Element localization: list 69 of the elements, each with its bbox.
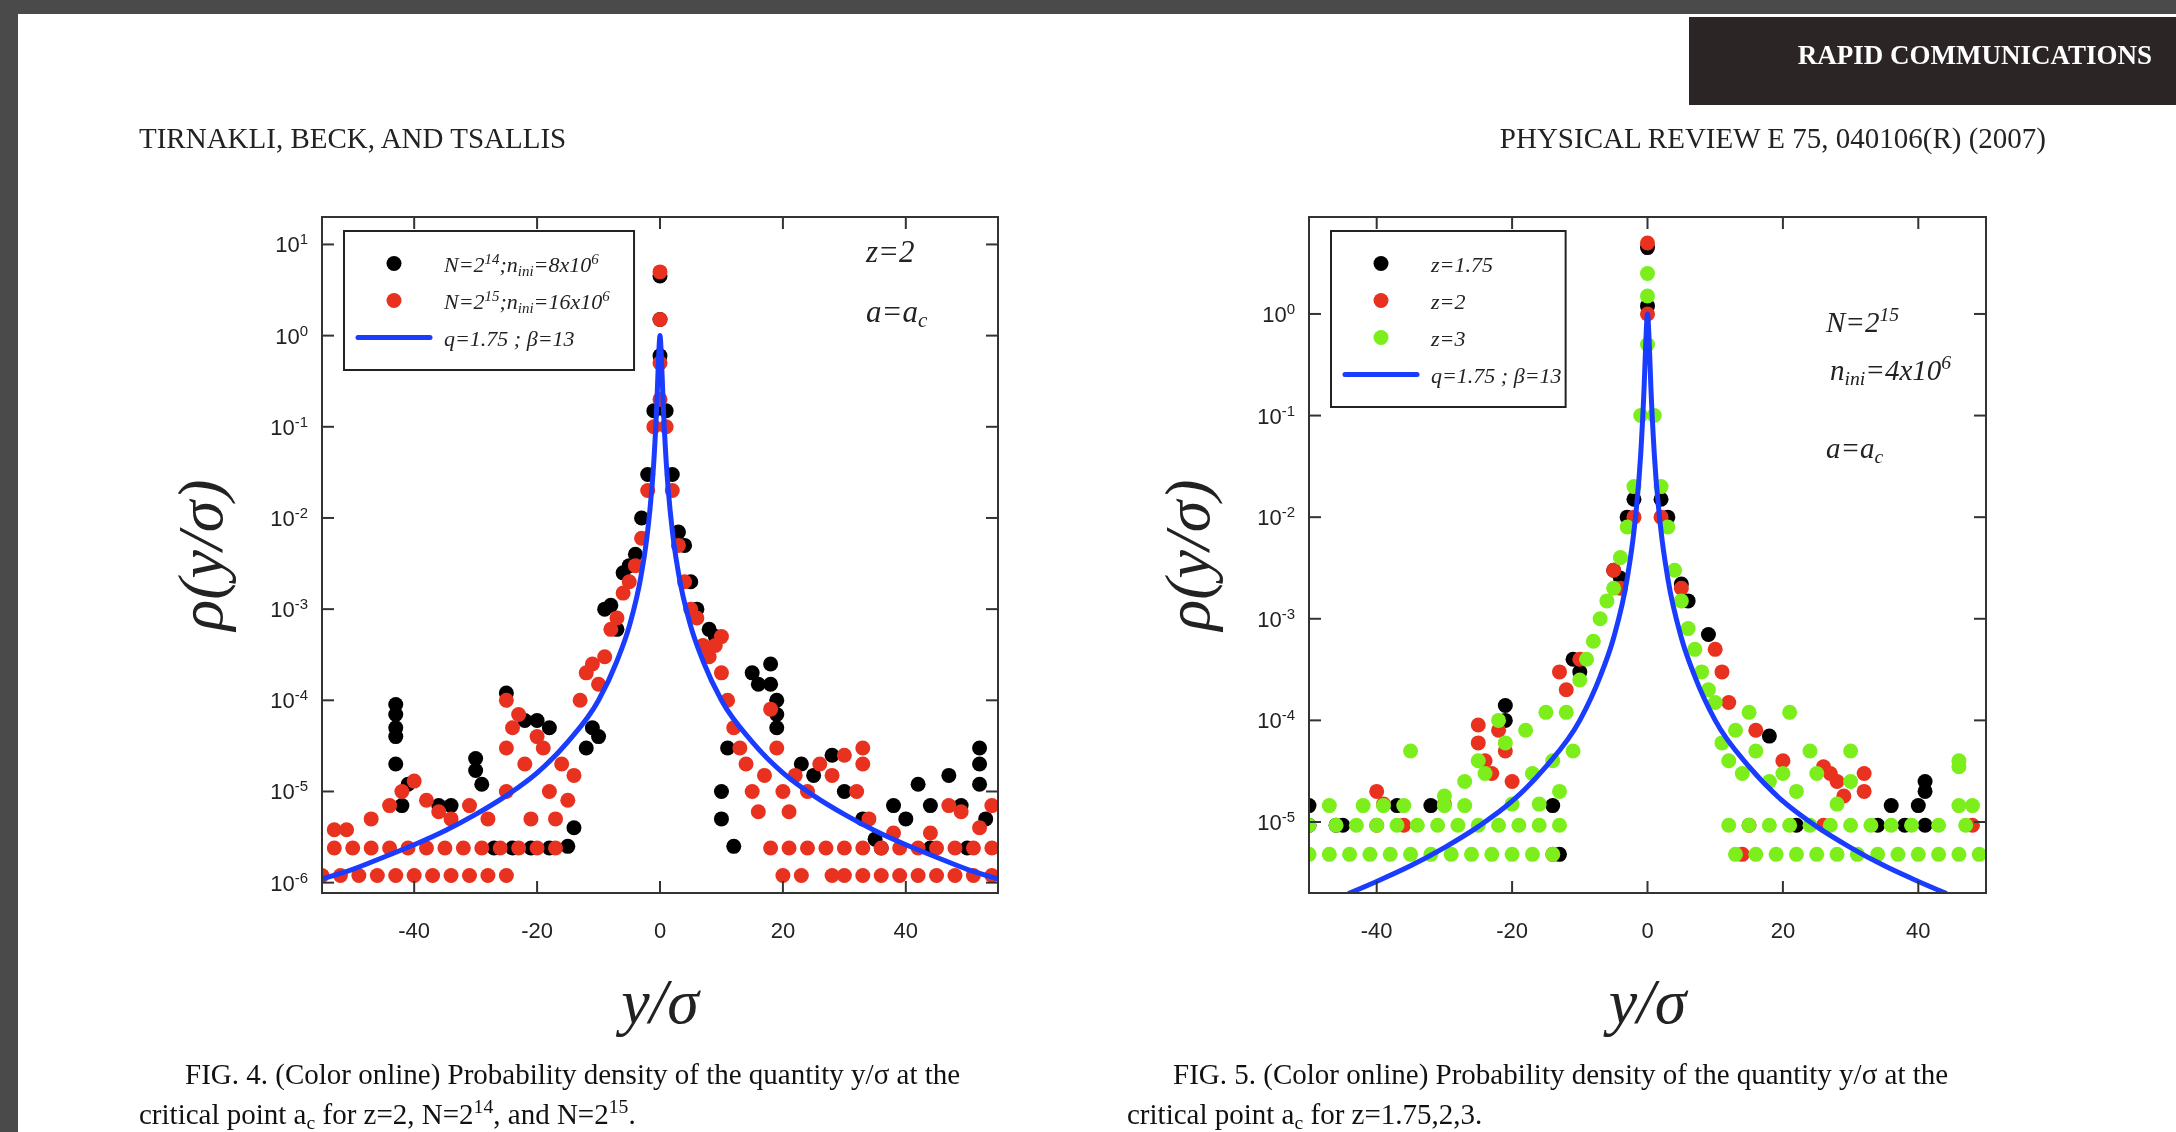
x-tick-label: 20 [770, 918, 796, 943]
legend-label: z=3 [1430, 325, 1466, 351]
x-tick-label: -20 [1496, 918, 1528, 943]
point [1856, 783, 1872, 799]
point [1829, 774, 1845, 790]
y-tick-label: 10$^{-5}$ [270, 777, 308, 805]
x-tick-label: 40 [893, 918, 919, 943]
point [1504, 774, 1520, 790]
point [1470, 717, 1486, 733]
x-tick-label: 0 [1641, 918, 1654, 943]
y-axis-title: ρ(y/σ) [165, 479, 236, 633]
legend-label: N=2$^{14}$;n$_{ini}$=8x10$^{6}$ [443, 250, 600, 279]
point [1707, 641, 1723, 657]
y-tick-label: 10$^{-4}$ [270, 686, 308, 714]
caption: FIG. 5. (Color online) Probability density of the quantity y/σ at the critical point a$_{c}$ for z=1.75,2,3. [1127, 1058, 1949, 1132]
annotation: a=a$_{c}$ [866, 294, 928, 333]
point [1423, 798, 1439, 814]
point [1856, 766, 1872, 781]
point [1470, 735, 1486, 751]
caption: FIG. 4. (Color online) Probability density of the quantity y/σ at the critical point a$_{c}$ for z=2, N=2$^{14}$, and N=2$^{15}$. [139, 1058, 961, 1132]
y-tick-label: 10$^{-4}$ [1257, 706, 1295, 734]
point [1673, 580, 1689, 596]
y-tick-label: 10$^{-3}$ [270, 594, 308, 623]
point [1700, 627, 1716, 643]
point [1497, 698, 1513, 714]
point [1545, 798, 1561, 814]
y-tick-label: 10$^{-1}$ [270, 412, 308, 440]
legend-label: q=1.75 ; β=13 [444, 325, 575, 351]
y-tick-label: 10$^{1}$ [275, 230, 308, 258]
x-tick-label: -20 [521, 918, 553, 943]
annotation: z=2 [865, 234, 915, 269]
x-tick-label: 40 [1906, 918, 1931, 943]
y-tick-label: 10$^{-1}$ [1257, 401, 1295, 429]
x-tick-label: 0 [653, 918, 667, 943]
point [1761, 728, 1777, 744]
annotation: N=2$^{15}$ [1825, 303, 1900, 338]
point [1640, 235, 1655, 251]
text: PHYSICAL REVIEW E 75, 040106(R) (2007) [1499, 122, 2046, 155]
y-tick-label: 10$^{-6}$ [270, 868, 308, 896]
annotation: n$_{ini}$=4x10$^{6}$ [1830, 351, 1952, 389]
y-axis-title: ρ(y/σ) [1152, 479, 1223, 633]
y-tick-label: 10$^{-2}$ [1257, 502, 1295, 531]
point [1558, 682, 1574, 698]
point [1910, 798, 1926, 814]
point [1917, 817, 1933, 833]
point [1721, 694, 1737, 710]
point [1551, 664, 1567, 680]
point [1775, 753, 1791, 769]
legend-label: q=1.75 ; β=13 [1431, 362, 1562, 388]
x-tick-label: -40 [398, 918, 431, 943]
x-axis-title: y/σ [615, 966, 702, 1037]
y-tick-label: 10$^{0}$ [275, 321, 308, 349]
text: RAPID COMMUNICATIONS [1797, 40, 2152, 70]
y-tick-label: 10$^{0}$ [1262, 299, 1295, 327]
point [1748, 722, 1764, 738]
legend-label: N=2$^{15}$;n$_{ini}$=16x10$^{6}$ [443, 287, 611, 316]
y-tick-label: 10$^{-2}$ [270, 503, 308, 531]
y-tick-label: 10$^{-3}$ [1257, 604, 1295, 632]
point [1714, 664, 1730, 680]
x-axis-title: y/σ [1602, 966, 1689, 1037]
legend-label: z=1.75 [1430, 251, 1493, 277]
annotation: a=a$_{c}$ [1826, 432, 1884, 467]
y-tick-label: 10$^{-5}$ [1257, 807, 1295, 835]
x-tick-label: -40 [1360, 918, 1393, 943]
text: TIRNAKLI, BECK, AND TSALLIS [139, 122, 567, 154]
legend-label: z=2 [1430, 288, 1466, 314]
x-tick-label: 20 [1770, 918, 1796, 943]
point [1883, 798, 1899, 814]
point [1369, 783, 1385, 799]
